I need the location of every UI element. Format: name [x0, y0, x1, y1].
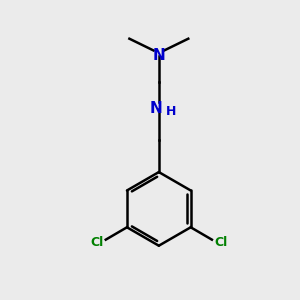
Text: N: N: [149, 101, 162, 116]
Text: Cl: Cl: [214, 236, 227, 248]
Text: N: N: [152, 48, 165, 63]
Text: H: H: [166, 105, 176, 118]
Text: Cl: Cl: [90, 236, 104, 248]
